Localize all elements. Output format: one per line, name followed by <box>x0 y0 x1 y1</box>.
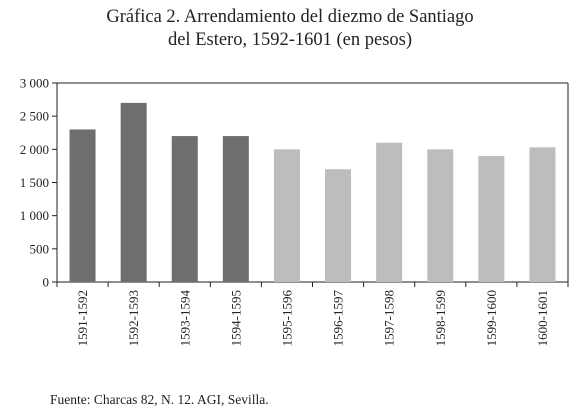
x-tick-label: 1599-1600 <box>484 290 499 346</box>
x-tick-label: 1593-1594 <box>177 290 192 347</box>
bar <box>222 136 249 282</box>
x-tick-label: 1592-1593 <box>126 290 141 346</box>
bar <box>273 149 300 282</box>
bar <box>376 142 403 282</box>
y-tick-label: 2 000 <box>20 142 49 157</box>
x-tick-label: 1594-1595 <box>228 290 243 346</box>
x-axis: 1591-1592 1592-1593 1593-1594 1594-1595 1595… <box>56 282 569 347</box>
bar <box>325 169 352 282</box>
source-note: Fuente: Charcas 82, N. 12. AGI, Sevilla. <box>50 392 269 407</box>
y-tick-label: 1 500 <box>20 175 49 190</box>
x-tick-label: 1600-1601 <box>535 290 550 346</box>
bar <box>171 136 198 282</box>
bar <box>427 149 454 282</box>
x-tick-label: 1595-1596 <box>279 290 294 347</box>
y-tick-label: 0 <box>43 275 50 290</box>
bar <box>529 147 556 282</box>
bar <box>69 129 96 282</box>
chart-title-line-1: Gráfica 2. Arrendamiento del diezmo de S… <box>106 7 474 27</box>
y-tick-label: 1 000 <box>20 208 49 223</box>
bars <box>69 102 556 283</box>
y-tick-label: 2 500 <box>20 109 49 124</box>
x-tick-label: 1596-1597 <box>331 290 346 347</box>
x-tick-label: 1597-1598 <box>382 290 397 346</box>
x-tick-label: 1598-1599 <box>433 290 448 346</box>
y-axis: 0 500 1 000 1 500 2 000 2 500 3 000 <box>20 76 57 290</box>
chart-title-line-2: del Estero, 1592-1601 (en pesos) <box>167 30 413 50</box>
x-tick-label: 1591-1592 <box>75 290 90 346</box>
y-tick-label: 3 000 <box>20 76 49 91</box>
bar <box>478 155 505 282</box>
y-tick-label: 500 <box>30 241 50 256</box>
bar <box>120 102 147 283</box>
